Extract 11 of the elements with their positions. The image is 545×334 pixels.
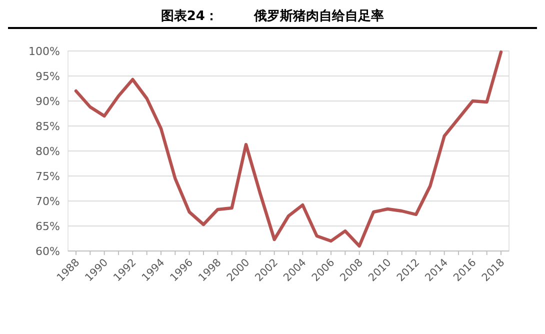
y-tick-label: 60% xyxy=(36,244,60,258)
y-tick-label: 95% xyxy=(36,70,60,83)
y-tick-label: 80% xyxy=(36,144,60,158)
chart-title: 图表24： 俄罗斯猪肉自给自足率 xyxy=(160,8,384,24)
line-series xyxy=(74,50,503,248)
y-tick-label: 90% xyxy=(36,94,60,108)
y-tick-label: 85% xyxy=(36,120,60,133)
y-tick-label: 65% xyxy=(36,220,60,233)
y-tick-label: 70% xyxy=(36,194,60,208)
y-tick-label: 75% xyxy=(36,170,60,183)
y-tick-label: 100% xyxy=(28,44,60,58)
